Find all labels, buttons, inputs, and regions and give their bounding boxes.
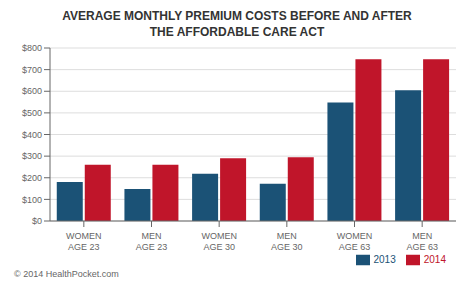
svg-text:WOMENAGE 23: WOMENAGE 23: [66, 231, 102, 252]
html-text:AVERAGE MONTHLY PREMIUM COSTS: AVERAGE MONTHLY PREMIUM COSTS BEFORE AND…: [62, 9, 412, 23]
svg-text:$100: $100: [22, 195, 42, 205]
svg-text:WOMENAGE 30: WOMENAGE 30: [201, 231, 237, 252]
svg-text:$200: $200: [22, 173, 42, 183]
svg-text:$700: $700: [22, 65, 42, 75]
svg-text:$500: $500: [22, 108, 42, 118]
html-text:THE AFFORDABLE CARE ACT: THE AFFORDABLE CARE ACT: [149, 25, 325, 39]
svg-text:MENAGE 23: MENAGE 23: [136, 231, 168, 252]
svg-text:$800: $800: [22, 43, 42, 53]
html-text:2014: 2014: [423, 253, 446, 265]
svg-text:$600: $600: [22, 86, 42, 96]
html-text:© 2014 HealthPocket.com: © 2014 HealthPocket.com: [14, 269, 119, 279]
svg-text:WOMENAGE 63: WOMENAGE 63: [337, 231, 373, 252]
svg-text:MENAGE 30: MENAGE 30: [271, 231, 303, 252]
svg-text:$300: $300: [22, 151, 42, 161]
svg-text:MENAGE 63: MENAGE 63: [406, 231, 438, 252]
svg-text:$400: $400: [22, 130, 42, 140]
svg-text:$0: $0: [32, 216, 42, 226]
html-text:2013: 2013: [373, 253, 396, 265]
